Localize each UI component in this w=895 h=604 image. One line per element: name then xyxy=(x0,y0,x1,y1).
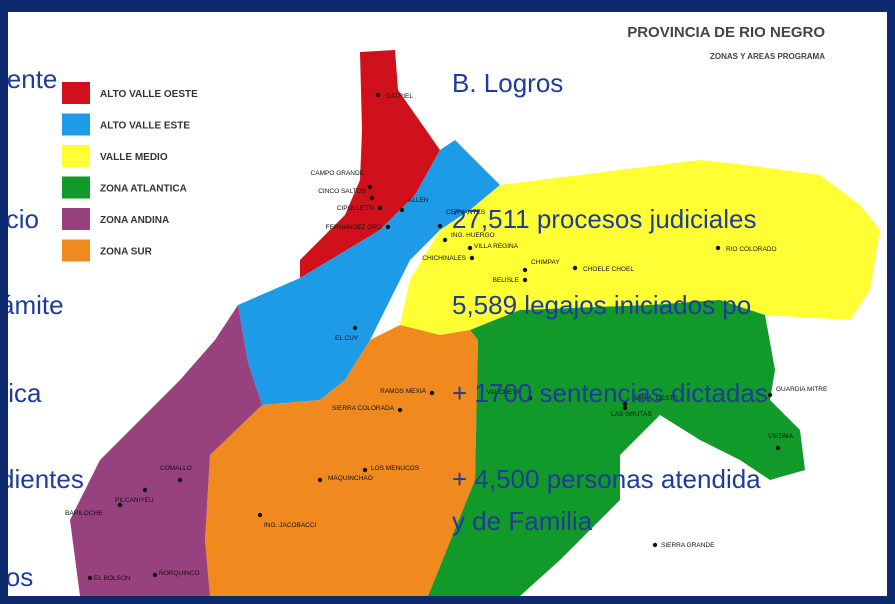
city-dot xyxy=(442,237,448,243)
city-label: EL BOLSON xyxy=(94,575,131,582)
city-dot xyxy=(142,487,148,493)
city-label: CATRIEL xyxy=(386,93,413,100)
city-dot xyxy=(437,223,443,229)
legend-label: ZONA ATLANTICA xyxy=(100,184,187,195)
city-dot xyxy=(399,207,405,213)
city-label: LOS MENUCOS xyxy=(371,465,420,472)
city-label: GUARDIA MITRE xyxy=(776,386,828,393)
city-label: SAN A. OESTE xyxy=(633,395,678,402)
legend-label: ALTO VALLE OESTE xyxy=(100,89,198,100)
legend-swatch xyxy=(62,239,90,262)
city-dot xyxy=(367,184,373,190)
city-label: ALLEN xyxy=(408,197,429,204)
city-dot xyxy=(429,390,435,396)
city-dot xyxy=(715,245,721,251)
legend-swatch xyxy=(62,113,90,136)
zone-blue xyxy=(238,140,500,405)
city-dot xyxy=(522,267,528,273)
city-dot xyxy=(352,325,358,331)
city-label: EL CUY xyxy=(335,335,359,342)
city-label: SIERRA COLORADA xyxy=(332,405,395,412)
city-dot xyxy=(527,395,533,401)
city-label: CHOELE CHOEL xyxy=(583,266,634,273)
city-label: SIERRA GRANDE xyxy=(661,542,715,549)
left-text: tica xyxy=(1,378,42,408)
map-title: PROVINCIA DE RIO NEGRO xyxy=(627,24,825,41)
city-dot xyxy=(375,92,381,98)
legend-swatch xyxy=(62,145,90,167)
city-dot xyxy=(622,401,628,407)
city-label: CHICHINALES xyxy=(422,255,466,262)
city-label: LAS GRUTAS xyxy=(611,411,652,418)
city-label: VILLA REGINA xyxy=(474,243,519,250)
city-label: CAMPO GRANDE xyxy=(311,170,365,177)
city-dot xyxy=(397,407,403,413)
city-label: BARILOCHE xyxy=(65,510,103,517)
city-label: PILCANIYEU xyxy=(115,497,154,504)
heading: B. Logros xyxy=(452,68,564,98)
achievement: + 1700 sentencias dictadas xyxy=(452,378,768,408)
left-text: icio xyxy=(0,204,40,234)
legend-label: ZONA SUR xyxy=(100,247,153,258)
city-dot xyxy=(362,467,368,473)
city-dot xyxy=(117,502,123,508)
zone-green xyxy=(428,300,805,596)
city-label: VALCHETA xyxy=(487,389,521,396)
city-dot xyxy=(257,512,263,518)
achievement: + 4,500 personas atendida xyxy=(452,464,761,494)
city-dot xyxy=(177,477,183,483)
city-dot xyxy=(369,195,375,201)
zone-yellow xyxy=(400,160,880,335)
left-text: dientes xyxy=(0,464,84,494)
city-label: CHIMPAY xyxy=(531,259,560,266)
city-dot xyxy=(652,542,658,548)
city-dot xyxy=(469,255,475,261)
map-subtitle: ZONAS Y AREAS PROGRAMA xyxy=(710,52,825,61)
city-dot xyxy=(385,224,391,230)
city-label: ING. JACOBACCI xyxy=(264,522,317,529)
legend-label: VALLE MEDIO xyxy=(100,152,168,163)
city-label: RIO COLORADO xyxy=(726,246,777,253)
achievement: 27,511 procesos judiciales xyxy=(452,204,757,234)
city-label: CINCO SALTOS xyxy=(318,188,366,195)
zone-orange xyxy=(205,325,478,596)
map: PROVINCIA DE RIO NEGRO ZONAS Y AREAS PRO… xyxy=(62,24,880,596)
city-dot xyxy=(572,265,578,271)
city-dot xyxy=(522,277,528,283)
city-label: CIPOLLETTI xyxy=(337,205,374,212)
left-text: ámite xyxy=(0,290,64,320)
city-label: BELISLE xyxy=(493,277,520,284)
city-label: VIEDMA xyxy=(768,433,794,440)
legend-swatch xyxy=(62,82,90,104)
city-dot xyxy=(467,245,473,251)
city-label: CERVANTES xyxy=(446,209,486,216)
achievement: 5,589 legajos iniciados po xyxy=(452,290,752,320)
legend-label: ALTO VALLE ESTE xyxy=(100,121,190,132)
legend-swatch xyxy=(62,176,90,199)
city-dot xyxy=(767,392,773,398)
legend-label: ZONA ANDINA xyxy=(100,215,169,226)
achievement: y de Familia xyxy=(452,506,593,536)
left-text: iente xyxy=(1,64,58,94)
zone-purple xyxy=(70,305,262,596)
city-label: RAMOS MEXIA xyxy=(380,388,427,395)
city-dot xyxy=(87,575,93,581)
city-label: ÑORQUINCO xyxy=(159,568,199,577)
city-dot xyxy=(377,205,383,211)
legend-swatch xyxy=(62,208,90,230)
city-label: MAQUINCHAO xyxy=(328,475,373,482)
city-label: FERNANDEZ ORO xyxy=(326,224,382,231)
city-dot xyxy=(775,445,781,451)
city-dot xyxy=(152,572,158,578)
zone-red xyxy=(300,50,440,278)
left-text: ios xyxy=(0,562,34,592)
city-label: ING. HUERGO xyxy=(451,232,495,239)
city-label: COMALLO xyxy=(160,465,192,472)
city-dot xyxy=(317,477,323,483)
city-dot xyxy=(622,405,628,411)
